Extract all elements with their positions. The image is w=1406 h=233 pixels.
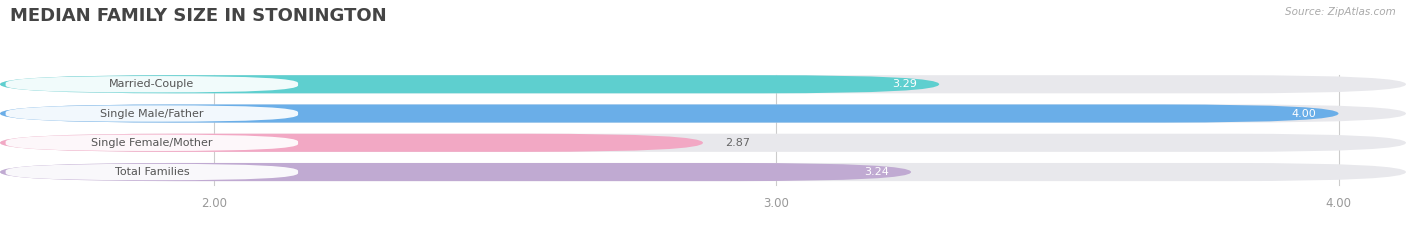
FancyBboxPatch shape [0, 163, 911, 181]
FancyBboxPatch shape [0, 75, 1406, 93]
Text: Total Families: Total Families [114, 167, 190, 177]
FancyBboxPatch shape [6, 164, 298, 180]
FancyBboxPatch shape [0, 104, 1406, 123]
FancyBboxPatch shape [0, 134, 1406, 152]
FancyBboxPatch shape [0, 163, 1406, 181]
FancyBboxPatch shape [6, 135, 298, 151]
FancyBboxPatch shape [0, 75, 939, 93]
Text: Single Male/Father: Single Male/Father [100, 109, 204, 119]
Text: MEDIAN FAMILY SIZE IN STONINGTON: MEDIAN FAMILY SIZE IN STONINGTON [10, 7, 387, 25]
Text: 2.87: 2.87 [725, 138, 751, 148]
Text: 3.29: 3.29 [891, 79, 917, 89]
FancyBboxPatch shape [6, 76, 298, 93]
Text: Source: ZipAtlas.com: Source: ZipAtlas.com [1285, 7, 1396, 17]
FancyBboxPatch shape [6, 105, 298, 122]
Text: 4.00: 4.00 [1291, 109, 1316, 119]
FancyBboxPatch shape [0, 104, 1339, 123]
FancyBboxPatch shape [0, 134, 703, 152]
Text: Married-Couple: Married-Couple [110, 79, 194, 89]
Text: 3.24: 3.24 [863, 167, 889, 177]
Text: Single Female/Mother: Single Female/Mother [91, 138, 212, 148]
